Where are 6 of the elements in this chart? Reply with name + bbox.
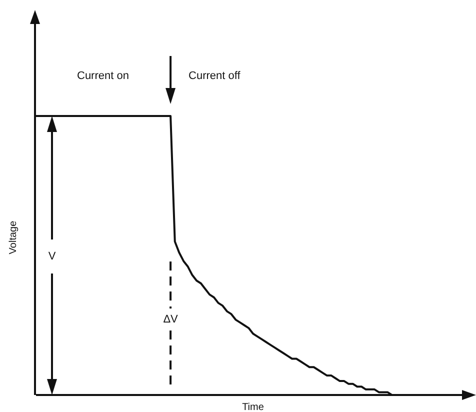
text: Current off bbox=[188, 70, 242, 82]
y-axis-title: Voltage bbox=[8, 220, 19, 254]
annotation: ΔV bbox=[163, 313, 179, 326]
annotation: V bbox=[48, 250, 56, 262]
text: Current on bbox=[77, 70, 129, 82]
x-axis-title: Time bbox=[242, 402, 264, 412]
